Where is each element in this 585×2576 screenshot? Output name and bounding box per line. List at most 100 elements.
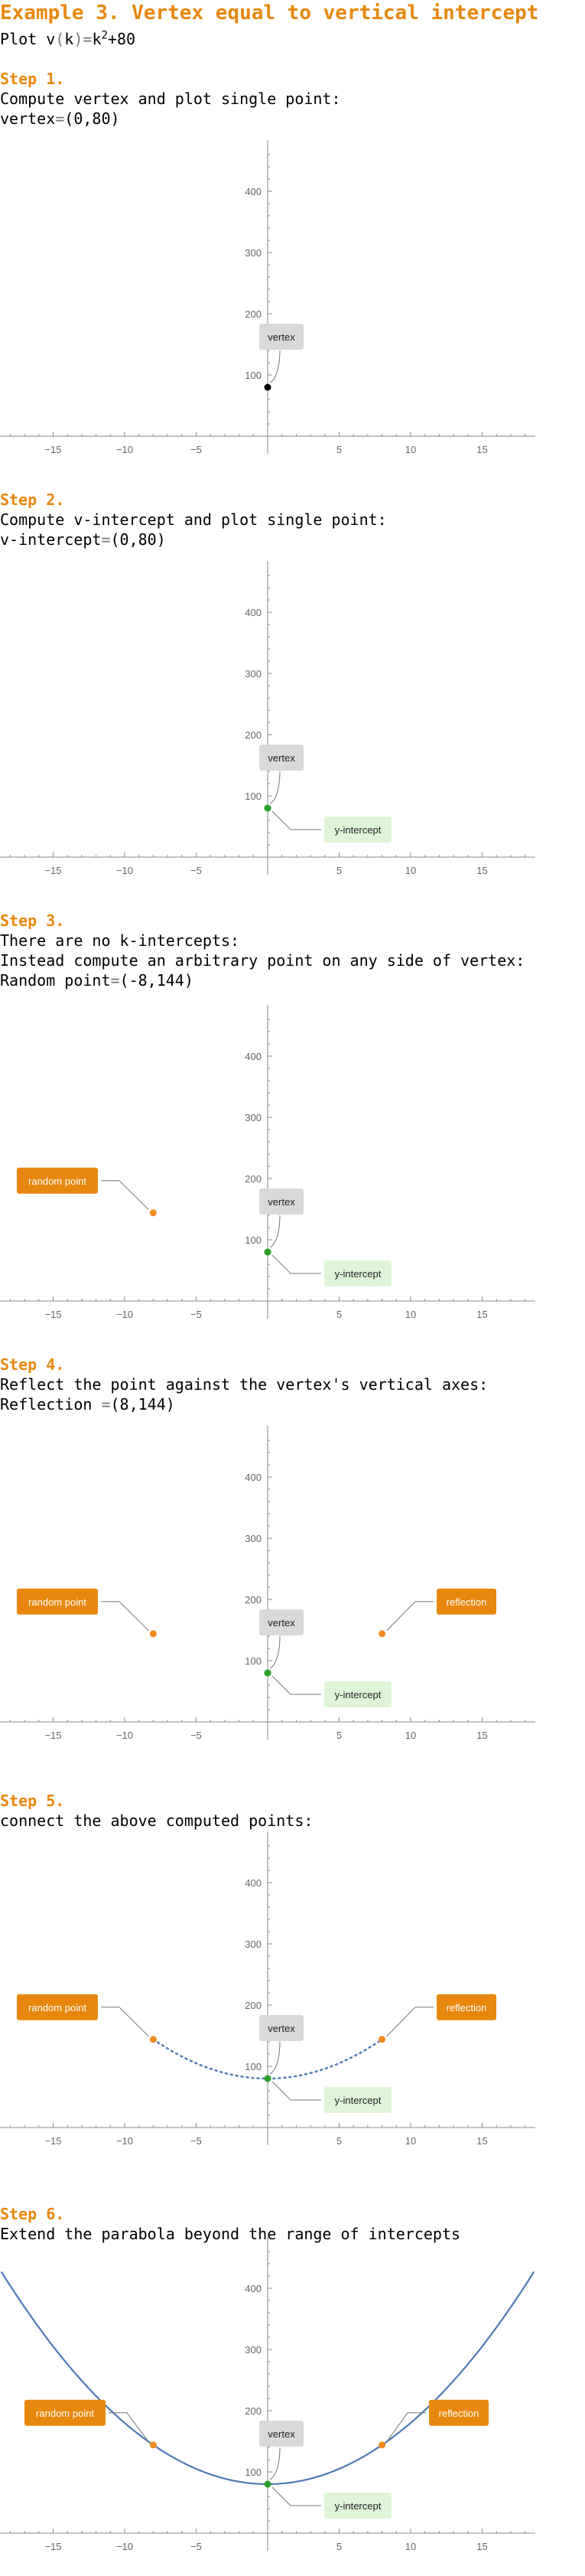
callout-leader (269, 1635, 281, 1669)
callout-leader (271, 1254, 321, 1274)
callout-leader (269, 350, 281, 383)
x-tick-label: −15 (44, 1309, 61, 1320)
callout-leader (271, 2081, 321, 2101)
plot-var: k (64, 30, 74, 48)
callout-label: vertex (268, 2428, 295, 2440)
x-tick-label: −10 (116, 865, 133, 876)
callout-label: y-intercept (335, 824, 382, 836)
callout-box (17, 1588, 98, 1615)
x-tick-label: 15 (476, 1309, 487, 1320)
x-tick-label: 15 (476, 2135, 487, 2147)
y-tick-label: 300 (245, 2344, 262, 2356)
callout-label: vertex (268, 1617, 295, 1629)
function-definition: Plot v(k)=k2+80 (0, 29, 135, 49)
x-tick-label: −5 (190, 1309, 202, 1320)
callout-leader (271, 810, 321, 830)
y-tick-label: 300 (245, 668, 262, 680)
x-tick-label: 5 (336, 2541, 342, 2552)
x-tick-label: 10 (405, 1309, 416, 1320)
callout-leader (269, 2447, 281, 2480)
callout-label: vertex (268, 1196, 295, 1208)
callout-label: y-intercept (335, 2095, 382, 2106)
step-line-label: v-intercept (0, 530, 102, 549)
callout-label: reflection (447, 1596, 487, 1608)
data-point (149, 2441, 157, 2449)
x-tick-label: 5 (336, 1309, 342, 1320)
chart-svg: −15 −10 −5 5 10 15 100 200 300 400 vertex (0, 140, 535, 455)
data-point (149, 1630, 157, 1638)
plot-open: ( (55, 30, 65, 48)
step-line: v-intercept=(0,80) (0, 530, 585, 549)
y-tick-label: 400 (245, 186, 262, 197)
callout-box (24, 2399, 106, 2426)
x-tick-label: 5 (336, 1730, 342, 1741)
callout-leader (386, 2412, 426, 2443)
step-line: Compute v-intercept and plot single poin… (0, 510, 585, 530)
callout-leader (386, 2007, 434, 2037)
callout-box (429, 2399, 489, 2426)
step-line-value: (0,80) (64, 109, 120, 128)
step-1: Step 1. Compute vertex and plot single po… (0, 69, 585, 129)
data-point (264, 1669, 271, 1677)
x-tick-label: −15 (44, 2541, 61, 2552)
y-tick-label: 400 (245, 607, 262, 618)
callout-box (259, 1189, 304, 1215)
step-line: Reflection =(8,144) (0, 1394, 585, 1414)
y-tick-label: 300 (245, 1112, 262, 1123)
x-tick-label: 10 (405, 1730, 416, 1741)
plot-rest: +80 (107, 30, 136, 48)
x-tick-label: −5 (190, 865, 202, 876)
y-tick-label: 300 (245, 247, 262, 259)
step-heading: Step 2. (0, 491, 65, 509)
data-point (149, 2036, 157, 2043)
plot-prefix: Plot v (0, 30, 56, 48)
step-line: Extend the parabola beyond the range of … (0, 2224, 585, 2244)
chart-svg: −15 −10 −5 5 10 15 100 200 300 400 random point ref… (0, 2237, 535, 2552)
step-line-equals: = (110, 971, 120, 990)
step-line-label: Random point (0, 971, 111, 990)
callout-leader (271, 2486, 321, 2506)
callout-box (324, 2087, 392, 2113)
step-line: connect the above computed points: (0, 1811, 585, 1831)
step-3: Step 3. There are no k-intercepts: Instead… (0, 911, 585, 990)
callout-label: y-intercept (335, 1689, 382, 1700)
y-tick-label: 100 (245, 370, 262, 381)
x-tick-label: −15 (44, 444, 61, 455)
data-point (264, 2480, 271, 2488)
step-line: Random point=(-8,144) (0, 970, 585, 990)
x-tick-label: −10 (116, 444, 133, 455)
x-tick-label: −15 (44, 865, 61, 876)
chart-svg: −15 −10 −5 5 10 15 100 200 300 400 vertex y-interce… (0, 561, 535, 876)
x-tick-label: 15 (476, 2541, 487, 2552)
step-line-label: Compute vertex and plot single point: (0, 90, 341, 108)
x-tick-label: 10 (405, 2541, 416, 2552)
y-tick-label: 400 (245, 1472, 262, 1483)
callout-label: reflection (439, 2408, 479, 2419)
step-line-label: connect the above computed points: (0, 1811, 314, 1830)
callout-box (437, 1588, 496, 1615)
step-line-label: vertex (0, 109, 56, 128)
callout-box (17, 1994, 98, 2020)
x-tick-label: −15 (44, 1730, 61, 1741)
y-tick-label: 100 (245, 1655, 262, 1667)
x-tick-label: −10 (116, 1309, 133, 1320)
step-line: There are no k-intercepts: (0, 931, 585, 951)
y-tick-label: 200 (245, 2000, 262, 2011)
callout-label: vertex (268, 752, 295, 764)
callout-leader (271, 1675, 321, 1695)
y-tick-label: 400 (245, 1051, 262, 1062)
x-tick-label: 10 (405, 865, 416, 876)
chart-4: −15 −10 −5 5 10 15 100 200 300 400 random point ref… (0, 1420, 535, 1745)
x-tick-label: −15 (44, 2135, 61, 2147)
x-tick-label: −10 (116, 1730, 133, 1741)
data-point (264, 1248, 271, 1256)
step-heading: Step 6. (0, 2205, 65, 2223)
step-heading: Step 3. (0, 911, 65, 930)
x-tick-label: 10 (405, 2135, 416, 2147)
chart-svg: −15 −10 −5 5 10 15 100 200 300 400 random point ref… (0, 1426, 535, 1741)
callout-leader (269, 771, 281, 804)
chart-svg: −15 −10 −5 5 10 15 100 200 300 400 random point ver… (0, 1005, 535, 1320)
callout-box (259, 2421, 304, 2447)
callout-label: vertex (268, 331, 295, 343)
data-point (379, 2036, 386, 2043)
